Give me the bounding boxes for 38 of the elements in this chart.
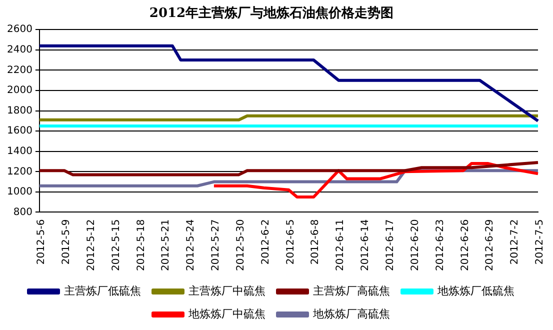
- y-tick-label: 1200: [6, 166, 32, 178]
- x-tick-label: 2012-6-23: [434, 219, 446, 272]
- y-tick-label: 2000: [6, 85, 32, 96]
- y-tick-label: 2200: [6, 64, 32, 76]
- legend-label: 地炼炼厂中硫焦: [188, 307, 266, 320]
- x-tick-label: 2012-6-14: [360, 219, 372, 272]
- x-tick-label: 2012-5-18: [136, 219, 147, 272]
- x-tick-label: 2012-6-17: [385, 219, 396, 272]
- y-tick-label: 1000: [6, 186, 32, 198]
- x-tick-label: 2012-5-12: [86, 219, 97, 272]
- chart-title: 2012年主营炼厂与地炼石油焦价格走势图: [149, 5, 394, 22]
- y-tick-label: 1600: [6, 126, 32, 137]
- x-tick-label: 2012-7-2: [510, 219, 521, 265]
- legend-label: 地炼炼厂高硫焦: [312, 307, 390, 320]
- y-tick-label: 2400: [6, 44, 32, 56]
- x-tick-label: 2012-5-27: [210, 219, 222, 272]
- legend-label: 主营炼厂低硫焦: [64, 284, 141, 298]
- x-tick-label: 2012-5-6: [36, 219, 48, 265]
- x-tick-label: 2012-5-21: [160, 219, 172, 272]
- legend-label: 地炼炼厂低硫焦: [436, 284, 514, 298]
- x-tick-label: 2012-6-26: [460, 219, 471, 272]
- x-tick-label: 2012-6-8: [310, 219, 322, 265]
- y-tick-label: 1800: [6, 105, 32, 116]
- x-tick-label: 2012-6-2: [260, 219, 272, 265]
- legend-label: 主营炼厂中硫焦: [188, 284, 266, 298]
- y-tick-label: 2600: [6, 24, 32, 36]
- y-tick-label: 1400: [6, 146, 32, 157]
- x-tick-label: 2012-6-11: [335, 219, 346, 272]
- x-tick-label: 2012-6-29: [484, 219, 496, 272]
- x-tick-label: 2012-5-24: [186, 219, 197, 272]
- x-tick-label: 2012-6-5: [285, 219, 296, 265]
- x-tick-label: 2012-6-20: [410, 219, 421, 272]
- x-tick-label: 2012-5-9: [60, 219, 72, 265]
- legend-label: 主营炼厂高硫焦: [313, 284, 390, 298]
- x-tick-label: 2012-7-5: [534, 219, 546, 265]
- x-tick-label: 2012-5-30: [235, 219, 246, 272]
- x-tick-label: 2012-5-15: [110, 219, 122, 272]
- y-tick-label: 800: [13, 206, 32, 218]
